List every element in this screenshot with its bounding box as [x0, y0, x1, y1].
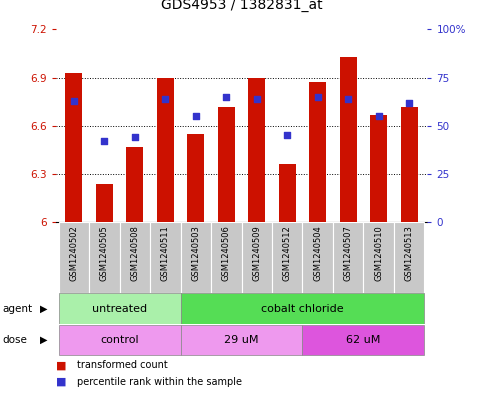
Text: GSM1240505: GSM1240505: [100, 226, 109, 281]
Text: cobalt chloride: cobalt chloride: [261, 303, 344, 314]
Text: GSM1240513: GSM1240513: [405, 226, 413, 281]
Bar: [58, 325, 181, 355]
Text: GSM1240504: GSM1240504: [313, 226, 322, 281]
Text: ▶: ▶: [40, 335, 47, 345]
Point: [131, 134, 139, 140]
Bar: [96, 184, 113, 222]
Bar: [363, 222, 394, 293]
Bar: [211, 222, 242, 293]
Bar: [181, 222, 211, 293]
Text: GSM1240510: GSM1240510: [374, 226, 383, 281]
Text: GSM1240506: GSM1240506: [222, 226, 231, 281]
Text: dose: dose: [2, 335, 28, 345]
Bar: [401, 107, 417, 222]
Bar: [157, 78, 174, 222]
Point: [405, 99, 413, 106]
Bar: [370, 114, 387, 222]
Point: [253, 95, 261, 102]
Text: GSM1240507: GSM1240507: [344, 226, 353, 281]
Text: percentile rank within the sample: percentile rank within the sample: [77, 377, 242, 387]
Text: GSM1240512: GSM1240512: [283, 226, 292, 281]
Text: 29 uM: 29 uM: [224, 335, 259, 345]
Text: GSM1240509: GSM1240509: [252, 226, 261, 281]
Bar: [333, 222, 363, 293]
Bar: [248, 78, 265, 222]
Bar: [127, 147, 143, 222]
Bar: [58, 294, 181, 323]
Bar: [279, 164, 296, 222]
Bar: [187, 134, 204, 222]
Point: [161, 95, 169, 102]
Text: ▶: ▶: [40, 303, 47, 314]
Point: [314, 94, 322, 100]
Bar: [340, 57, 356, 222]
Point: [100, 138, 108, 144]
Bar: [218, 107, 235, 222]
Text: ■: ■: [56, 377, 66, 387]
Text: control: control: [100, 335, 139, 345]
Bar: [66, 73, 82, 222]
Text: GSM1240508: GSM1240508: [130, 226, 139, 281]
Bar: [394, 222, 425, 293]
Bar: [58, 222, 89, 293]
Text: transformed count: transformed count: [77, 360, 168, 371]
Bar: [302, 325, 425, 355]
Bar: [150, 222, 181, 293]
Bar: [272, 222, 302, 293]
Text: GSM1240502: GSM1240502: [70, 226, 78, 281]
Text: GSM1240511: GSM1240511: [161, 226, 170, 281]
Bar: [181, 325, 302, 355]
Text: agent: agent: [2, 303, 32, 314]
Bar: [181, 294, 425, 323]
Point: [344, 95, 352, 102]
Bar: [302, 222, 333, 293]
Point: [375, 113, 383, 119]
Bar: [89, 222, 120, 293]
Point: [284, 132, 291, 138]
Bar: [120, 222, 150, 293]
Bar: [309, 83, 326, 222]
Text: untreated: untreated: [92, 303, 147, 314]
Point: [70, 97, 78, 104]
Point: [192, 113, 199, 119]
Text: ■: ■: [56, 360, 66, 371]
Bar: [242, 222, 272, 293]
Text: GDS4953 / 1382831_at: GDS4953 / 1382831_at: [161, 0, 322, 12]
Point: [222, 94, 230, 100]
Text: GSM1240503: GSM1240503: [191, 226, 200, 281]
Text: 62 uM: 62 uM: [346, 335, 381, 345]
